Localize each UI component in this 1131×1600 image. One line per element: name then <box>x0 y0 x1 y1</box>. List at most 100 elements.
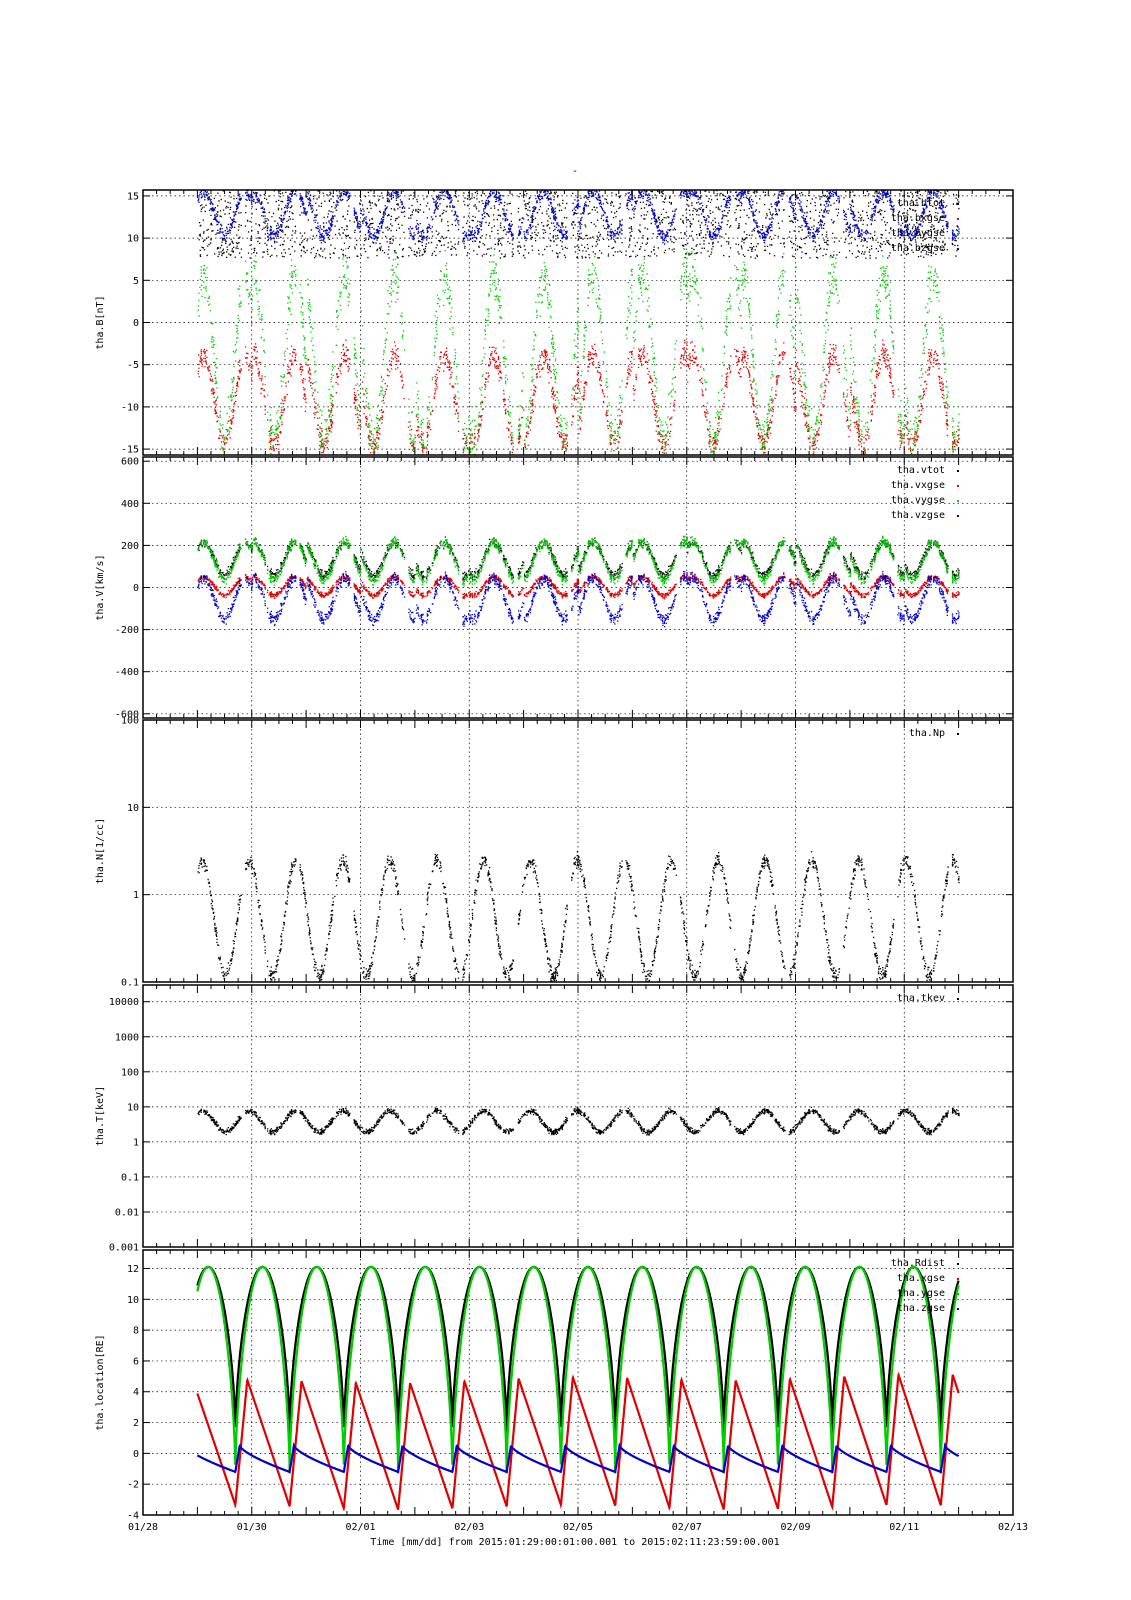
y-tick-label: 1 <box>133 890 139 901</box>
panel-frame <box>142 189 1014 456</box>
y-tick-label: 100 <box>121 716 139 727</box>
legend-entry: tha.vzgse <box>891 510 945 521</box>
legend-entry: tha.bxgse <box>891 213 945 224</box>
legend-marker <box>957 500 959 502</box>
legend-entry: tha.xgse <box>897 1273 945 1284</box>
data-marks <box>197 1106 960 1136</box>
x-tick-label: 02/01 <box>345 1522 375 1533</box>
y-tick-label: 0.001 <box>109 1243 139 1254</box>
series-tha-Np <box>197 851 960 982</box>
y-tick-label: 15 <box>127 191 139 202</box>
figure-title: - <box>572 166 578 177</box>
legend-entry: tha.bzgse <box>891 243 945 254</box>
y-tick-label: 100 <box>121 1067 139 1078</box>
legend-entry: tha.Np <box>909 728 945 739</box>
points-tha-vxgse <box>197 573 960 600</box>
legend-entry: tha.btot <box>897 198 945 209</box>
x-tick-label: 02/05 <box>563 1522 593 1533</box>
series-tha-ygse <box>196 1265 960 1474</box>
series-tha-bxgse <box>197 339 960 455</box>
legend-marker <box>957 733 959 735</box>
legend-marker <box>957 485 959 487</box>
y-axis-label: tha.T[keV] <box>95 1086 106 1146</box>
y-axis-label: tha.V[km/s] <box>95 554 106 620</box>
legend-marker <box>957 218 959 220</box>
panel-T: 0.001 0.01 0.1 1 10 100 1000 10000 tha.T[keV] tha… <box>95 984 1014 1254</box>
y-tick-label: -600 <box>115 709 139 720</box>
y-tick-label: 10 <box>127 1102 139 1113</box>
series-tha-bzgse <box>197 190 960 245</box>
data-marks <box>197 190 960 455</box>
trace-tha-zgse <box>196 1442 960 1474</box>
panel-frame <box>142 1249 1014 1516</box>
x-axis-label: Time [mm/dd] from 2015:01:29:00:01:00.00… <box>370 1537 779 1548</box>
legend-entry: tha.vygse <box>891 495 945 506</box>
y-tick-label: 1 <box>133 1137 139 1148</box>
y-tick-label: 0 <box>133 1449 139 1460</box>
series-tha-xgse <box>196 1371 960 1512</box>
series-tha-tkev <box>197 1106 960 1136</box>
legend-marker <box>957 998 959 1000</box>
panel-frame <box>142 984 1014 1248</box>
legend-marker <box>957 515 959 517</box>
y-tick-label: -200 <box>115 625 139 636</box>
x-tick-label: 01/28 <box>128 1522 158 1533</box>
series-tha-vtot <box>197 535 960 583</box>
points-tha-bxgse <box>197 339 960 455</box>
y-tick-label: 0.1 <box>121 1172 139 1183</box>
points-tha-vzgse <box>197 571 960 628</box>
legend-entry: tha.vxgse <box>891 480 945 491</box>
y-tick-label: 0.1 <box>121 978 139 989</box>
panel-frame <box>142 456 1014 719</box>
legend-entry: tha.zgse <box>897 1303 945 1314</box>
series-tha-vzgse <box>197 571 960 628</box>
y-tick-label: -15 <box>121 445 139 456</box>
trace-tha-ygse <box>196 1265 960 1474</box>
y-tick-label: 0 <box>133 318 139 329</box>
series-tha-vygse <box>197 535 960 587</box>
trace-tha-xgse <box>196 1371 960 1512</box>
panel-B: -15 -10 -5 0 5 10 15 tha.B[nT] tha.btot tha.bxgse… <box>95 189 1014 456</box>
legend-marker <box>957 203 959 205</box>
legend-entry: tha.ygse <box>897 1288 945 1299</box>
y-tick-label: 1000 <box>115 1032 139 1043</box>
y-tick-label: 12 <box>127 1264 139 1275</box>
y-tick-label: -2 <box>127 1480 139 1491</box>
y-tick-label: 10 <box>127 234 139 245</box>
y-axis-label: tha.location[RE] <box>95 1334 106 1430</box>
y-tick-label: 10 <box>127 803 139 814</box>
legend-marker <box>957 1263 959 1265</box>
legend-marker <box>957 248 959 250</box>
data-marks <box>197 851 960 982</box>
legend-entry: tha.bygse <box>891 228 945 239</box>
legend-marker <box>957 470 959 472</box>
y-tick-label: -400 <box>115 667 139 678</box>
y-tick-label: 10000 <box>109 997 139 1008</box>
y-tick-label: 8 <box>133 1326 139 1337</box>
data-marks <box>197 535 960 628</box>
x-tick-label: 02/09 <box>780 1522 810 1533</box>
y-tick-label: 600 <box>121 457 139 468</box>
legend-entry: tha.Rdist <box>891 1258 945 1269</box>
points-tha-bygse <box>197 247 960 455</box>
panel-N: 0.1 1 10 100 tha.N[1/cc] tha.Np <box>95 716 1014 989</box>
legend-marker <box>957 1278 959 1280</box>
points-tha-tkev <box>197 1106 960 1136</box>
x-tick-label: 02/11 <box>889 1522 919 1533</box>
x-tick-label: 02/13 <box>998 1522 1028 1533</box>
y-tick-label: 0 <box>133 583 139 594</box>
y-tick-label: 2 <box>133 1418 139 1429</box>
series-tha-vxgse <box>197 573 960 600</box>
y-tick-label: -5 <box>127 360 139 371</box>
panel-location: -4 -2 0 2 4 6 8 10 12 tha.location[RE] tha.Rdist th… <box>95 1249 1014 1522</box>
y-axis-label: tha.B[nT] <box>95 295 106 349</box>
points-tha-Np <box>197 851 960 982</box>
y-tick-label: 400 <box>121 499 139 510</box>
legend-marker <box>957 233 959 235</box>
y-tick-label: 10 <box>127 1295 139 1306</box>
data-marks <box>196 1265 960 1512</box>
x-tick-label: 01/30 <box>237 1522 267 1533</box>
legend-marker <box>957 1293 959 1295</box>
